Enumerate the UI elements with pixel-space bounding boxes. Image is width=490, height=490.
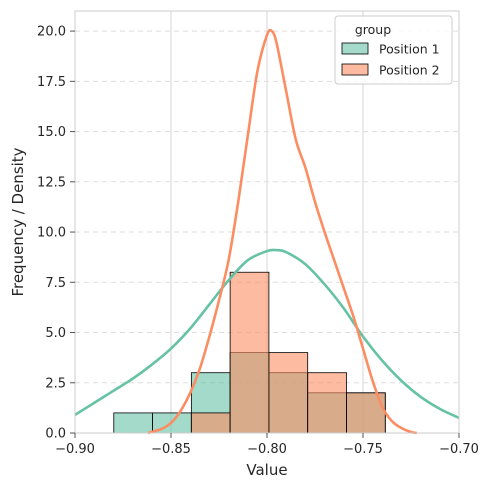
y-tick-label: 0.0 — [45, 427, 66, 442]
y-axis-ticks: 0.0 2.5 5.0 7.5 10.0 12.5 15.0 17.5 20.0 — [37, 25, 75, 442]
legend-swatch — [341, 42, 369, 55]
legend-entry-label: Position 1 — [379, 42, 440, 57]
x-tick-label: −0.75 — [343, 442, 383, 457]
kde-line — [74, 248, 460, 420]
legend-swatch — [341, 63, 369, 76]
y-axis-label: Frequency / Density — [9, 147, 27, 296]
histogram-bar — [268, 352, 309, 434]
histogram-bar — [229, 271, 270, 434]
kde-curves — [74, 28, 460, 435]
legend: group Position 1 Position 2 — [334, 15, 453, 85]
y-tick-label: 10.0 — [37, 226, 66, 241]
y-tick-label: 2.5 — [45, 376, 66, 391]
y-tick-label: 20.0 — [37, 25, 66, 40]
y-tick-label: 12.5 — [37, 175, 66, 190]
histogram-bar — [190, 412, 231, 434]
y-tick-label: 15.0 — [37, 125, 66, 140]
x-tick-label: −0.80 — [247, 442, 287, 457]
y-tick-label: 5.0 — [45, 326, 66, 341]
legend-entry-label: Position 2 — [379, 63, 440, 78]
x-tick-label: −0.85 — [151, 442, 191, 457]
x-tick-label: −0.70 — [439, 442, 479, 457]
x-axis-ticks: −0.90 −0.85 −0.80 −0.75 −0.70 — [55, 433, 479, 457]
x-axis-label: Value — [246, 461, 287, 479]
x-tick-label: −0.90 — [55, 442, 95, 457]
histogram-bar — [113, 412, 153, 434]
y-tick-label: 17.5 — [37, 75, 66, 90]
legend-title: group — [355, 22, 391, 37]
kde-line — [147, 28, 417, 435]
histogram-bars — [113, 271, 386, 434]
histogram-bar — [307, 372, 347, 434]
y-tick-label: 7.5 — [45, 276, 66, 291]
